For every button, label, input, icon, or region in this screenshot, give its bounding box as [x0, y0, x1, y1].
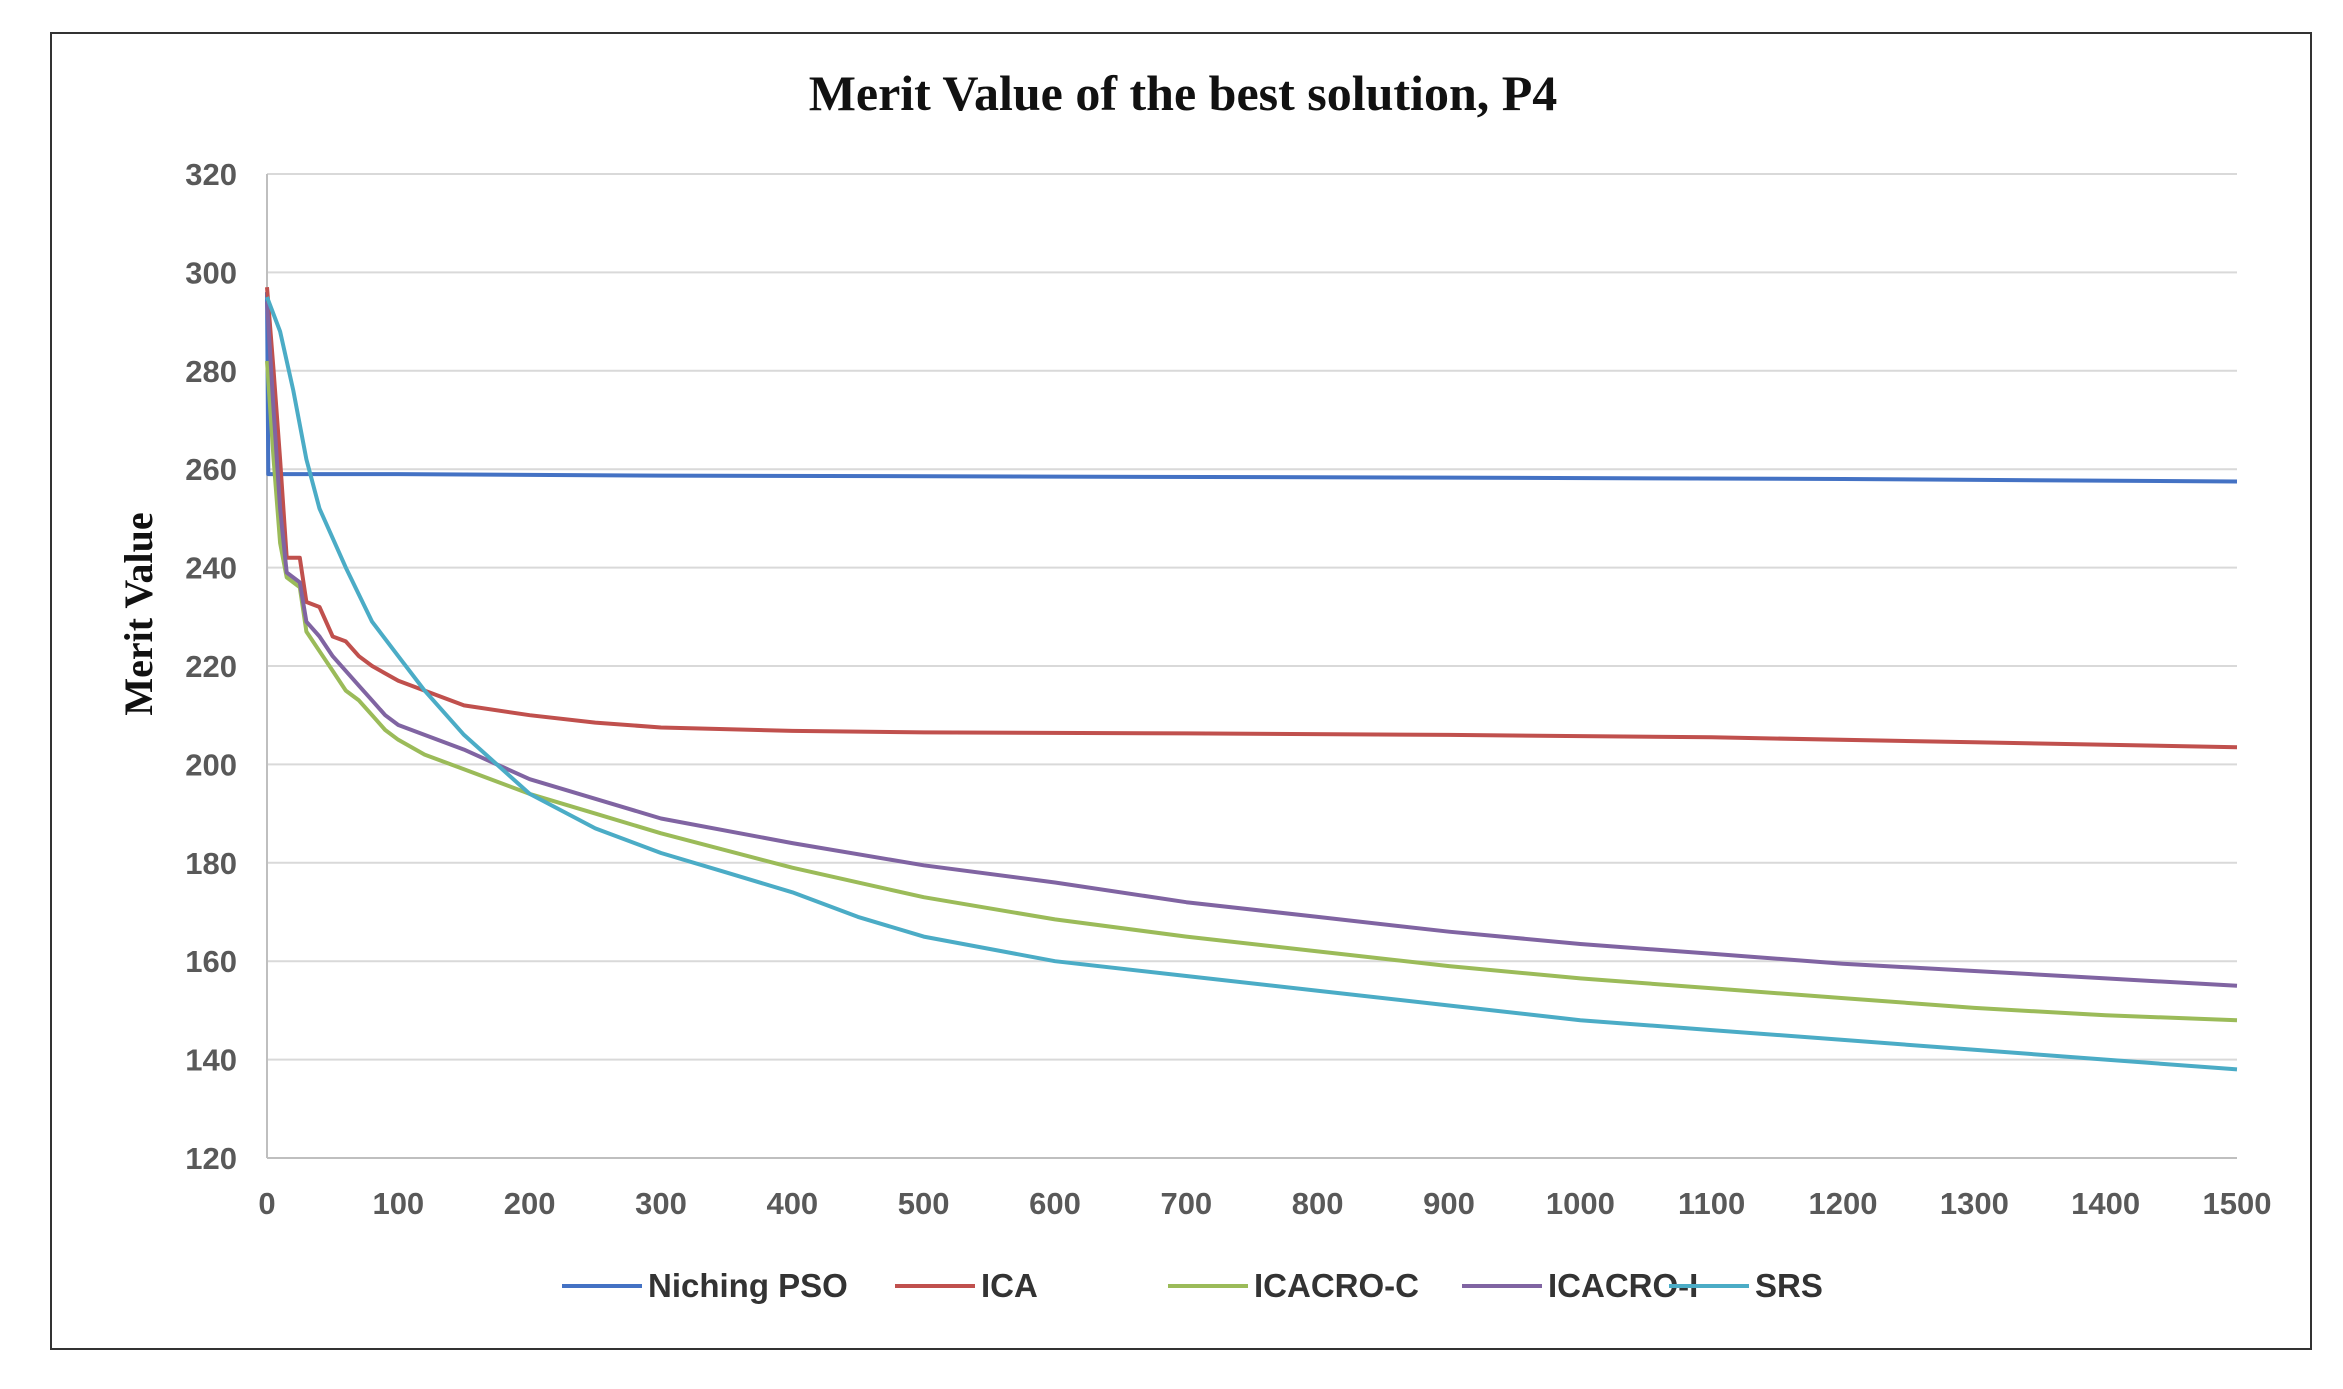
series-line-icacro-i: [265, 301, 2238, 988]
x-tick-label: 100: [372, 1186, 424, 1221]
y-tick-label: 300: [185, 255, 237, 290]
series-line-icacro-c: [265, 360, 2238, 1023]
legend-label-srs: SRS: [1755, 1267, 1823, 1304]
x-tick-label: 700: [1160, 1186, 1212, 1221]
x-tick-label: 300: [635, 1186, 687, 1221]
x-tick-label: 1000: [1546, 1186, 1615, 1221]
tick-layer: 120 140 160 180 200 220 240 260 280 300 320 0 100 200…: [185, 157, 2271, 1221]
legend-label-ica: ICA: [981, 1267, 1038, 1304]
y-axis-label: Merit Value: [116, 512, 161, 715]
x-tick-label: 200: [504, 1186, 556, 1221]
x-tick-label: 1500: [2203, 1186, 2272, 1221]
y-tick-label: 160: [185, 944, 237, 979]
x-tick-label: 1100: [1678, 1186, 1745, 1221]
y-tick-label: 320: [185, 157, 237, 192]
y-tick-label: 180: [185, 846, 237, 881]
x-tick-label: 1400: [2071, 1186, 2140, 1221]
x-tick-label: 900: [1423, 1186, 1475, 1221]
x-tick-label: 400: [766, 1186, 818, 1221]
chart-frame: Merit Value of the best solution, P4 Mer…: [50, 32, 2312, 1350]
y-tick-label: 260: [185, 452, 237, 487]
y-tick-label: 280: [185, 354, 237, 389]
series-line-niching-pso: [265, 292, 2238, 484]
x-tick-label: 800: [1292, 1186, 1344, 1221]
chart-title: Merit Value of the best solution, P4: [809, 65, 1558, 121]
series-line-srs: [265, 296, 2238, 1072]
y-tick-label: 140: [185, 1043, 237, 1078]
legend-label-icacro-c: ICACRO-C: [1254, 1267, 1419, 1304]
y-tick-label: 220: [185, 649, 237, 684]
y-tick-label: 200: [185, 747, 237, 782]
legend: Niching PSO ICA ICACRO-C ICACRO-I SRS: [562, 1267, 1823, 1304]
series-line-ica: [265, 287, 2238, 750]
y-tick-label: 240: [185, 551, 237, 586]
x-tick-label: 1300: [1940, 1186, 2009, 1221]
grid-layer: [267, 173, 2237, 1061]
y-tick-label: 120: [185, 1141, 237, 1176]
x-tick-label: 1200: [1809, 1186, 1878, 1221]
x-tick-label: 0: [258, 1186, 275, 1221]
legend-label-niching-pso: Niching PSO: [648, 1267, 848, 1304]
x-tick-label: 600: [1029, 1186, 1081, 1221]
series-layer: [265, 287, 2238, 1072]
x-tick-label: 500: [898, 1186, 950, 1221]
chart-canvas: Merit Value of the best solution, P4 Mer…: [116, 65, 2271, 1304]
